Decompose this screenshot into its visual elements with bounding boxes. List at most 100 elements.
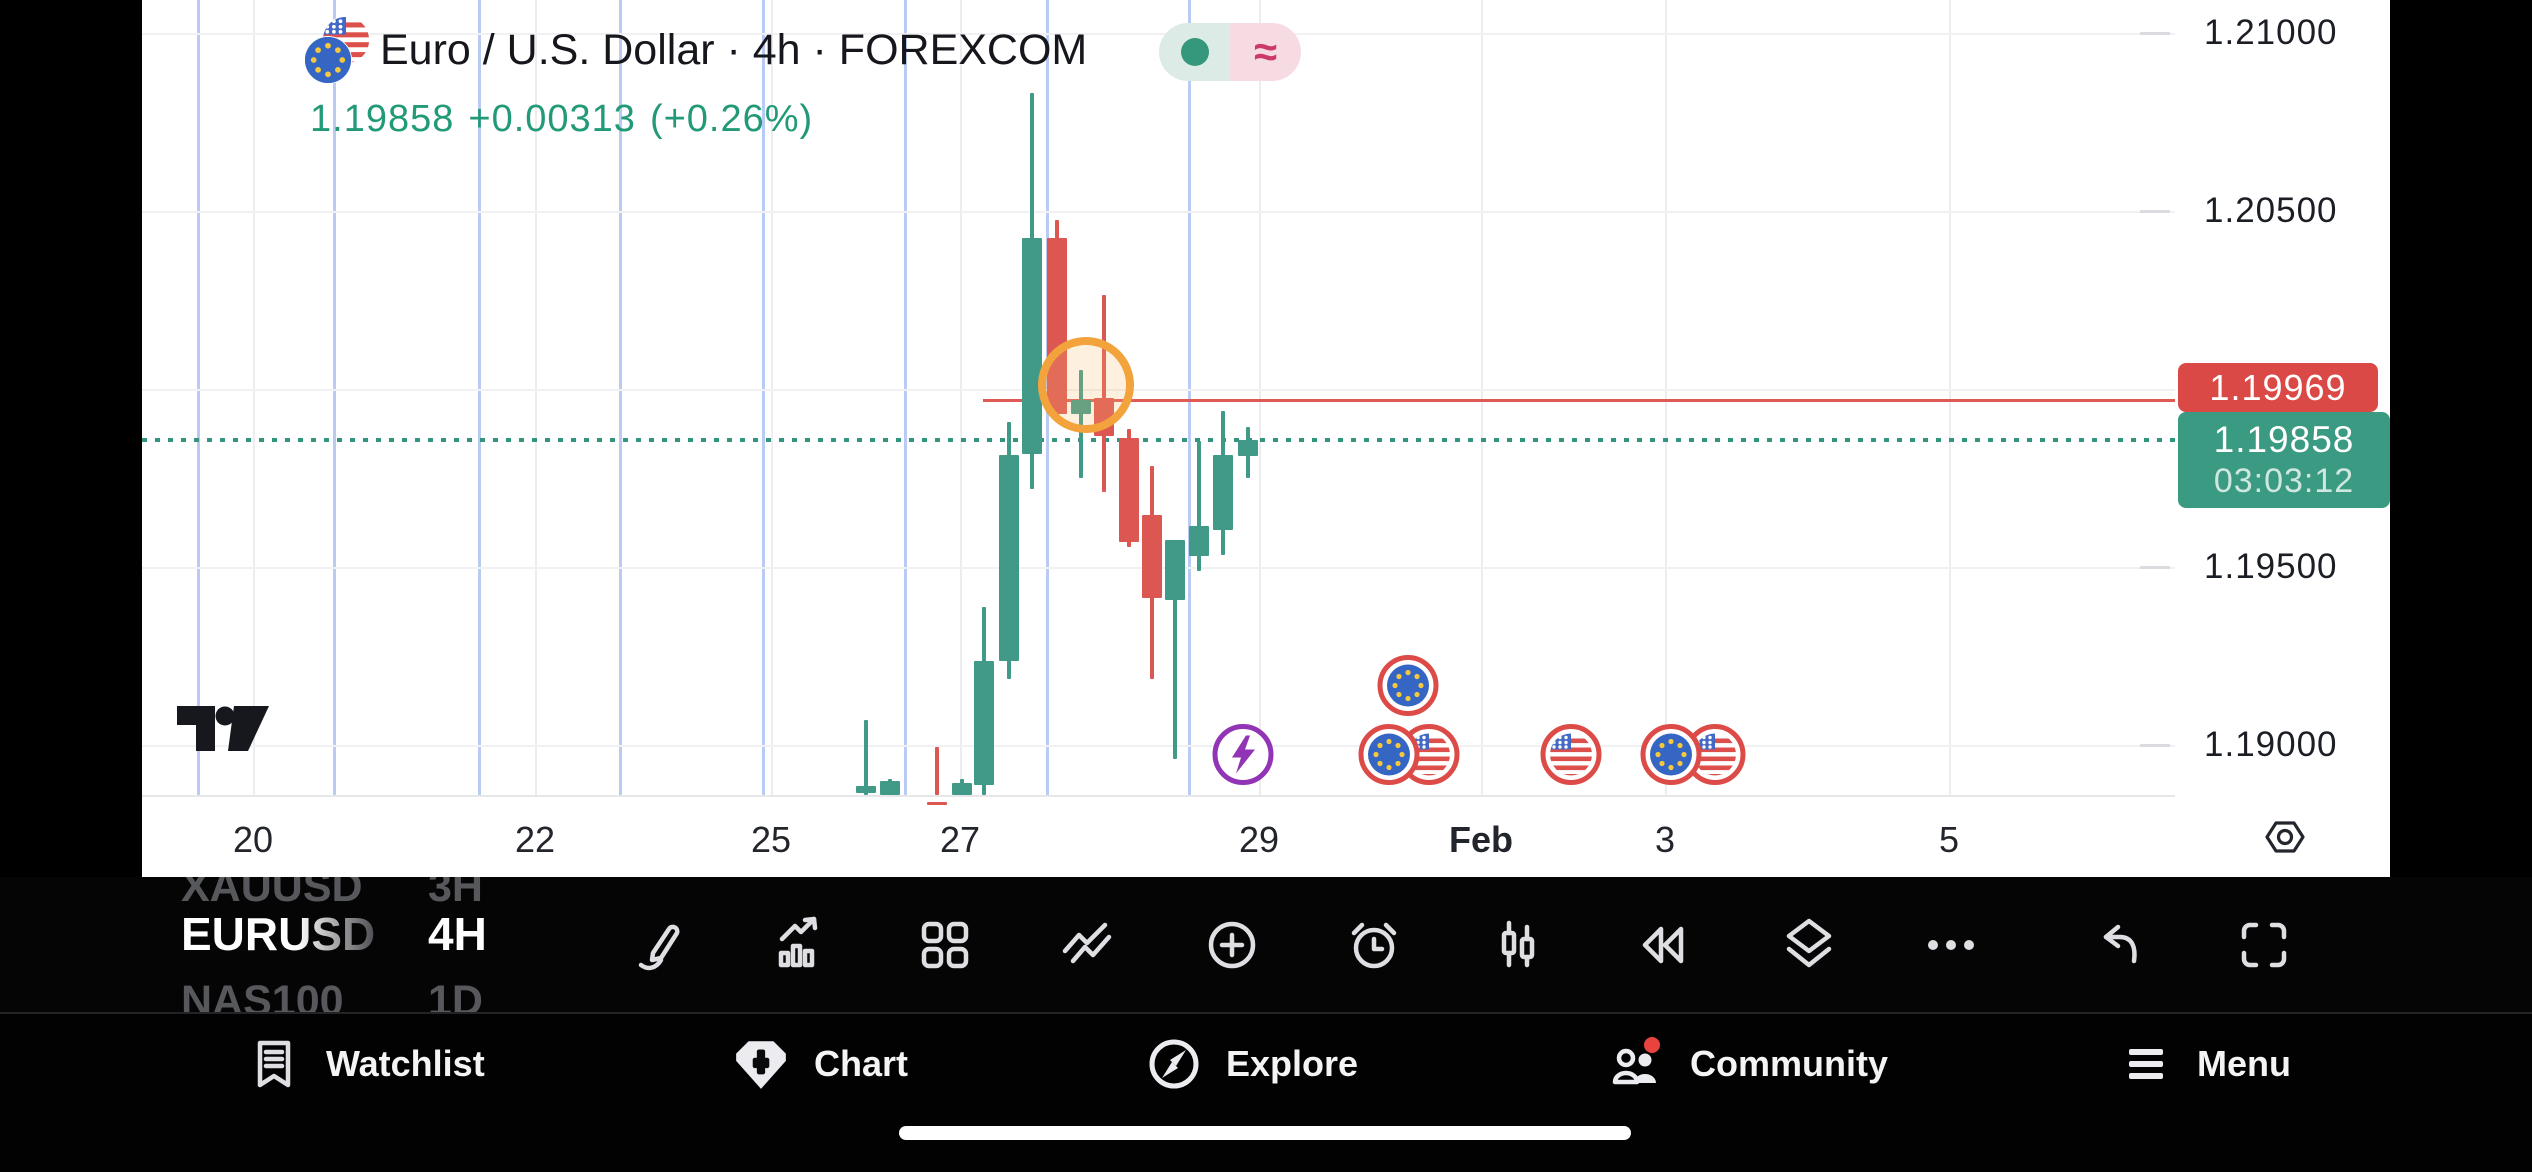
nav-label: Menu [2197, 1043, 2291, 1084]
price-axis-label[interactable]: 1.19000 [2204, 725, 2338, 764]
nav-label: Chart [814, 1043, 909, 1084]
candle-wick [935, 747, 939, 795]
price-axis-label[interactable]: 1.20500 [2204, 191, 2338, 230]
chart-canvas[interactable]: 20 22 25 27 29 Feb 3 5 1.21000 1.20500 1.19500 1.19… [142, 0, 2390, 877]
candle-body [1213, 454, 1233, 530]
candle-body [952, 783, 972, 795]
indicators-icon[interactable] [768, 913, 832, 977]
next-interval: 1D [428, 977, 483, 1012]
session-gridline [619, 0, 622, 795]
next-symbol: NAS100 [181, 977, 344, 1012]
bar-type-icon[interactable] [1486, 913, 1550, 977]
current-symbol: EURUSD [181, 908, 376, 960]
approx-toggle[interactable]: ≈ [1230, 23, 1301, 81]
candle-body [1119, 438, 1139, 542]
add-circle-icon[interactable] [1200, 913, 1264, 977]
current-interval[interactable]: 4H [428, 908, 487, 960]
more-dots-icon[interactable] [1919, 913, 1983, 977]
time-axis-label[interactable]: Feb [1448, 819, 1514, 860]
time-axis-label[interactable]: 22 [514, 819, 556, 860]
minor-gridline [1481, 0, 1483, 795]
price-tick [2140, 566, 2170, 569]
session-gridline [1188, 0, 1191, 795]
symbol-row-current[interactable]: EURUSD 4H [181, 907, 487, 961]
chart-toolbar: XAUUSD 3H EURUSD 4H NAS100 1D [0, 877, 2532, 1012]
last-price-badge: 1.19858 03:03:12 [2178, 411, 2390, 508]
eu-flag-icon[interactable] [1375, 653, 1441, 724]
minor-gridline [535, 0, 537, 795]
session-gridline [478, 0, 481, 795]
symbol-row-previous[interactable]: XAUUSD 3H [181, 877, 483, 912]
time-axis-label[interactable]: 3 [1654, 819, 1676, 860]
menu-icon [2129, 1049, 2163, 1079]
price-change-pct: (+0.26%) [649, 98, 814, 140]
price-change: +0.00313 [468, 98, 636, 140]
last-price: 1.19858 [310, 98, 455, 140]
alert-clock-icon[interactable] [1342, 913, 1406, 977]
candle-body [999, 454, 1019, 662]
notification-dot [1644, 1037, 1660, 1053]
objects-layers-icon[interactable] [1777, 913, 1841, 977]
price-axis-label[interactable]: 1.19500 [2204, 547, 2338, 586]
eu-us-flag-pair-icon[interactable] [1356, 722, 1462, 793]
tradingview-logo [177, 706, 269, 757]
time-axis-label[interactable]: 25 [750, 819, 792, 860]
price-axis-label[interactable]: 1.21000 [2204, 13, 2338, 52]
nav-label: Watchlist [326, 1043, 485, 1084]
nav-community[interactable]: Community [1606, 1032, 1888, 1096]
candle-body [1238, 439, 1258, 457]
minor-gridline [960, 0, 962, 795]
community-icon [1612, 1037, 1660, 1085]
nav-menu[interactable]: Menu [2119, 1032, 2291, 1096]
minor-gridline [771, 0, 773, 795]
session-gridline [762, 0, 765, 795]
current-price-line [142, 437, 2175, 442]
line-tools-icon[interactable] [1055, 913, 1119, 977]
price-tick [2140, 210, 2170, 213]
price-gridline [142, 33, 2175, 35]
undo-icon[interactable] [2088, 913, 2152, 977]
minor-gridline [253, 0, 255, 795]
symbol-row-next[interactable]: NAS100 1D [181, 977, 483, 1012]
draw-icon[interactable] [627, 913, 691, 977]
candle-body [1142, 514, 1162, 599]
symbol-flags-icon [302, 16, 372, 91]
candle-wick [1173, 539, 1177, 760]
home-indicator[interactable] [899, 1126, 1631, 1140]
alert-price-line [983, 399, 2175, 403]
us-flag-icon[interactable] [1538, 722, 1604, 793]
candles-visible-toggle[interactable] [1159, 23, 1230, 81]
approx-icon: ≈ [1253, 28, 1278, 75]
nav-label: Explore [1226, 1043, 1359, 1084]
bar-countdown: 03:03:12 [2213, 461, 2355, 500]
candle-body [1022, 238, 1042, 455]
bottom-navigation: Watchlist Chart Explore Community Menu [0, 1012, 2532, 1172]
pane-border [142, 795, 2175, 797]
nav-chart[interactable]: Chart [732, 1032, 908, 1096]
replay-icon[interactable] [1631, 913, 1695, 977]
explore-icon [1149, 1039, 1199, 1089]
time-axis-label[interactable]: 5 [1938, 819, 1960, 860]
price-scale-eye-icon[interactable] [2260, 812, 2310, 867]
watchlist-icon [257, 1040, 291, 1088]
symbol-title[interactable]: Euro / U.S. Dollar · 4h · FOREXCOM [380, 26, 1088, 74]
price-gridline [142, 745, 2175, 747]
session-gridline [333, 0, 336, 795]
time-axis-label[interactable]: 29 [1238, 819, 1280, 860]
layout-grid-icon[interactable] [913, 913, 977, 977]
candle-wick [1197, 440, 1201, 571]
time-axis-label[interactable]: 20 [232, 819, 274, 860]
price-gridline [142, 389, 2175, 391]
nav-watchlist[interactable]: Watchlist [246, 1032, 485, 1096]
nav-explore[interactable]: Explore [1146, 1032, 1358, 1096]
fullscreen-icon[interactable] [2232, 913, 2296, 977]
session-gridline [904, 0, 907, 795]
price-tick [2140, 32, 2170, 35]
candle-wick [864, 719, 868, 795]
legend-visibility-toggle[interactable]: ≈ [1159, 23, 1301, 81]
eu-us-flag-pair-icon[interactable] [1640, 722, 1746, 793]
lightning-icon[interactable] [1210, 722, 1276, 793]
last-price-value: 1.19858 [2213, 418, 2355, 460]
minor-gridline [1949, 0, 1951, 795]
time-axis-label[interactable]: 27 [939, 819, 981, 860]
